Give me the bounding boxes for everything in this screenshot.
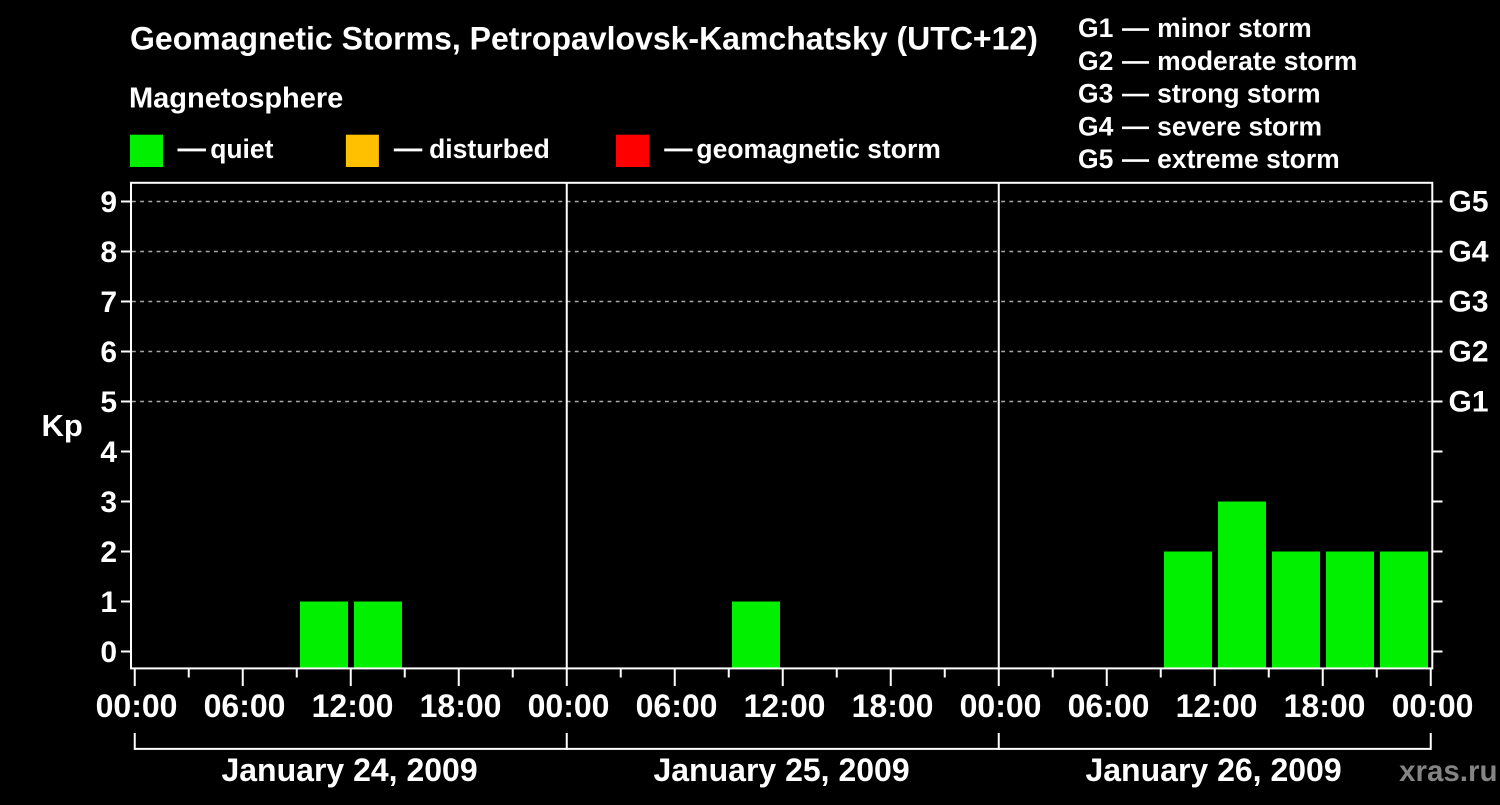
svg-text:18:00: 18:00 bbox=[852, 688, 934, 724]
svg-text:xras.ru: xras.ru bbox=[1399, 755, 1497, 788]
svg-text:G2: G2 bbox=[1449, 336, 1489, 369]
svg-text:moderate storm: moderate storm bbox=[1157, 46, 1357, 76]
svg-text:0: 0 bbox=[100, 636, 117, 669]
svg-text:3: 3 bbox=[100, 486, 117, 519]
svg-text:G5: G5 bbox=[1449, 186, 1489, 219]
svg-text:G1: G1 bbox=[1078, 13, 1113, 43]
svg-text:January 24, 2009: January 24, 2009 bbox=[221, 752, 477, 788]
svg-text:strong storm: strong storm bbox=[1157, 79, 1320, 109]
svg-text:G4: G4 bbox=[1449, 236, 1489, 269]
svg-text:6: 6 bbox=[100, 336, 117, 369]
svg-text:00:00: 00:00 bbox=[528, 688, 610, 724]
svg-text:severe storm: severe storm bbox=[1157, 111, 1322, 141]
svg-text:00:00: 00:00 bbox=[960, 688, 1042, 724]
svg-text:G5: G5 bbox=[1078, 144, 1113, 174]
svg-text:Magnetosphere: Magnetosphere bbox=[129, 82, 343, 114]
svg-text:G3: G3 bbox=[1449, 286, 1489, 319]
svg-text:12:00: 12:00 bbox=[744, 688, 826, 724]
svg-text:Kp: Kp bbox=[42, 408, 83, 443]
svg-text:1: 1 bbox=[100, 586, 117, 619]
svg-text:G1: G1 bbox=[1449, 386, 1489, 419]
svg-text:8: 8 bbox=[100, 236, 117, 269]
svg-text:18:00: 18:00 bbox=[1284, 688, 1366, 724]
svg-text:extreme storm: extreme storm bbox=[1157, 144, 1340, 174]
svg-text:Geomagnetic Storms, Petropavlo: Geomagnetic Storms, Petropavlovsk-Kamcha… bbox=[130, 20, 1038, 56]
svg-text:06:00: 06:00 bbox=[636, 688, 718, 724]
svg-text:06:00: 06:00 bbox=[204, 688, 286, 724]
svg-text:12:00: 12:00 bbox=[1176, 688, 1258, 724]
svg-text:geomagnetic storm: geomagnetic storm bbox=[696, 134, 940, 164]
svg-text:minor storm: minor storm bbox=[1157, 13, 1312, 43]
svg-text:2: 2 bbox=[100, 536, 117, 569]
svg-text:12:00: 12:00 bbox=[312, 688, 394, 724]
svg-text:G2: G2 bbox=[1078, 46, 1113, 76]
svg-text:disturbed: disturbed bbox=[429, 134, 550, 164]
svg-text:9: 9 bbox=[100, 186, 117, 219]
svg-text:00:00: 00:00 bbox=[96, 688, 178, 724]
svg-text:00:00: 00:00 bbox=[1392, 688, 1474, 724]
svg-text:7: 7 bbox=[100, 286, 117, 319]
svg-text:18:00: 18:00 bbox=[420, 688, 502, 724]
svg-text:5: 5 bbox=[100, 386, 117, 419]
svg-text:06:00: 06:00 bbox=[1068, 688, 1150, 724]
svg-text:January 26, 2009: January 26, 2009 bbox=[1085, 752, 1341, 788]
svg-text:G3: G3 bbox=[1078, 79, 1113, 109]
svg-text:quiet: quiet bbox=[210, 134, 273, 164]
svg-text:January 25, 2009: January 25, 2009 bbox=[653, 752, 909, 788]
svg-text:G4: G4 bbox=[1078, 111, 1114, 141]
svg-text:4: 4 bbox=[100, 436, 117, 469]
